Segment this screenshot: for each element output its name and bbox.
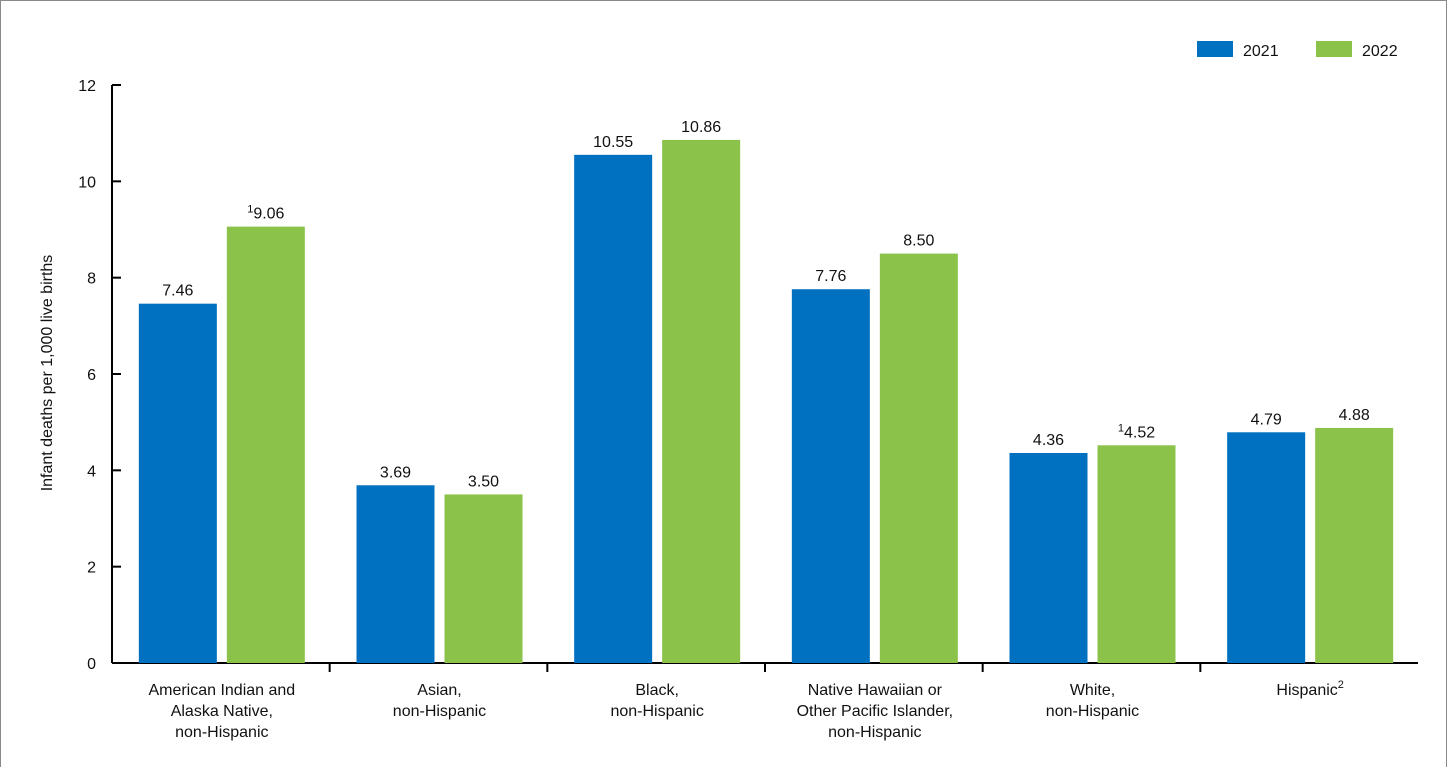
bar-2021 (1227, 432, 1306, 663)
value-label: 4.88 (1339, 407, 1370, 424)
bar-2022 (226, 226, 305, 664)
y-tick-label: 2 (87, 560, 96, 577)
y-tick-label: 10 (78, 174, 96, 191)
value-label: 7.76 (815, 268, 846, 285)
category-label: Asian, non-Hispanic (393, 682, 486, 720)
legend: 2021 2022 (1197, 41, 1398, 60)
bar-2022 (879, 253, 958, 664)
legend-label: 2021 (1243, 43, 1279, 60)
legend-swatch-2022 (1316, 41, 1352, 57)
category-label-line: American Indian and (148, 682, 295, 699)
value-label: 14.52 (1118, 422, 1155, 441)
category-label: Native Hawaiian or Other Pacific Islander… (797, 682, 954, 741)
value-labels: 7.4619.063.693.5010.5510.867.768.504.361… (162, 119, 1370, 491)
value-label-footnote: 1 (1118, 422, 1124, 434)
category-label-line: Asian, (417, 682, 461, 699)
category-label-line: non-Hispanic (610, 703, 703, 720)
category-label-line: Black, (635, 682, 679, 699)
bar-2022 (1315, 427, 1394, 663)
bars (138, 139, 1394, 664)
category-label-line: Hispanic (1276, 682, 1337, 699)
category-label: Hispanic2 (1276, 679, 1343, 699)
legend-label: 2022 (1362, 43, 1398, 60)
y-tick-label: 0 (87, 656, 96, 673)
category-label-line: White, (1070, 682, 1115, 699)
category-label-line: non-Hispanic (393, 703, 486, 720)
bar-2022 (444, 494, 523, 663)
bar-2021 (574, 154, 653, 663)
value-label: 3.69 (380, 464, 411, 481)
category-label-line: non-Hispanic (828, 724, 921, 741)
value-label-footnote: 1 (247, 204, 253, 216)
y-tick-label: 8 (87, 271, 96, 288)
category-label-line: Native Hawaiian or (808, 682, 943, 699)
category-label: Black, non-Hispanic (610, 682, 703, 720)
category-labels: American Indian and Alaska Native, non-His… (148, 679, 1343, 741)
value-label-text: 4.52 (1124, 424, 1155, 441)
bar-2021 (1009, 452, 1088, 663)
bar-2021 (138, 303, 217, 663)
y-axis: 0 2 4 6 8 10 12 (78, 78, 121, 673)
bar-2021 (356, 485, 435, 663)
bar-2021 (791, 289, 870, 663)
value-label: 10.86 (681, 119, 721, 136)
value-label: 4.79 (1251, 411, 1282, 428)
y-tick-label: 12 (78, 78, 96, 95)
category-label: American Indian and Alaska Native, non-His… (148, 682, 295, 741)
x-axis (112, 662, 1418, 672)
value-label: 7.46 (162, 283, 193, 300)
legend-swatch-2021 (1197, 41, 1233, 57)
category-label-line: Alaska Native, (171, 703, 273, 720)
bar-2022 (662, 139, 741, 663)
y-tick-label: 6 (87, 367, 96, 384)
bar-2022 (1097, 445, 1176, 663)
category-label-line: Other Pacific Islander, (797, 703, 954, 720)
value-label-text: 9.06 (253, 206, 284, 223)
value-label: 10.55 (593, 134, 633, 151)
y-tick-label: 4 (87, 463, 96, 480)
category-label-line: non-Hispanic (1046, 703, 1139, 720)
category-label: White, non-Hispanic (1046, 682, 1139, 720)
value-label: 4.36 (1033, 432, 1064, 449)
value-label: 19.06 (247, 204, 284, 223)
category-label-line: non-Hispanic (175, 724, 268, 741)
value-label: 3.50 (468, 473, 499, 490)
category-label-footnote: 2 (1338, 679, 1344, 691)
y-axis-title: Infant deaths per 1,000 live births (39, 255, 56, 492)
value-label: 8.50 (903, 233, 934, 250)
